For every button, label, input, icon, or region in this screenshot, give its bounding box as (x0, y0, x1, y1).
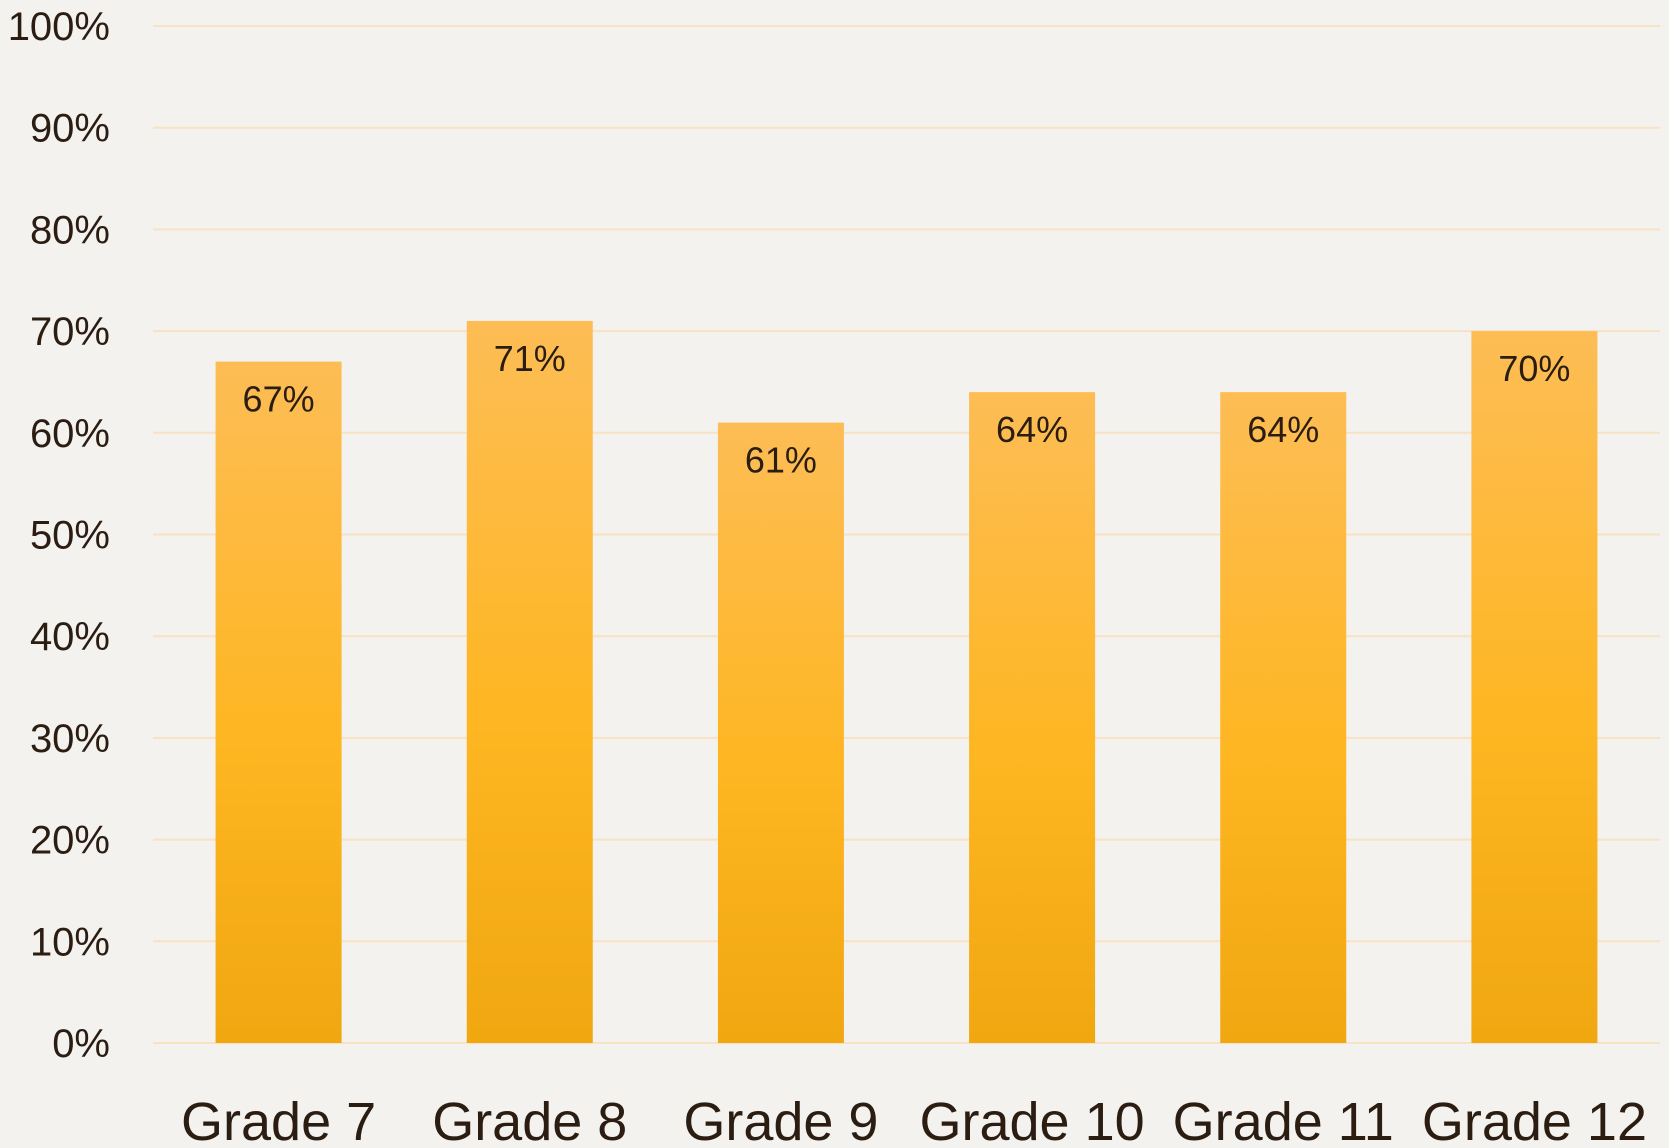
bar (215, 361, 342, 1043)
y-tick-label: 20% (30, 819, 110, 863)
y-tick-label: 100% (8, 5, 110, 49)
x-category-label: Grade 7 (181, 1092, 376, 1148)
bar-data-label: 61% (745, 440, 817, 481)
bar (1220, 392, 1347, 1043)
y-axis-tick-labels: 0% 10% 20% 30% 40% 50% 60% 70% 80% 90% 100% (8, 5, 110, 1066)
bar (969, 392, 1096, 1043)
y-tick-label: 80% (30, 208, 110, 252)
y-tick-label: 30% (30, 717, 110, 761)
x-category-label: Grade 11 (1173, 1092, 1394, 1148)
bars (215, 320, 1598, 1044)
y-tick-label: 50% (30, 514, 110, 558)
bar-data-label: 64% (996, 409, 1068, 450)
y-tick-label: 70% (30, 310, 110, 354)
bar-data-label: 70% (1498, 348, 1570, 389)
gridlines (153, 25, 1660, 1044)
bar (717, 422, 844, 1043)
x-category-label: Grade 9 (683, 1092, 878, 1148)
bar-data-label: 67% (243, 379, 315, 420)
y-tick-label: 90% (30, 107, 110, 151)
y-tick-label: 10% (30, 920, 110, 964)
bar (1471, 331, 1598, 1044)
y-tick-label: 0% (52, 1022, 110, 1066)
bar (466, 320, 593, 1043)
y-tick-label: 60% (30, 412, 110, 456)
x-category-label: Grade 10 (920, 1092, 1145, 1148)
x-category-label: Grade 12 (1422, 1092, 1647, 1148)
bar-data-label: 71% (494, 338, 566, 379)
y-tick-label: 40% (30, 615, 110, 659)
x-axis-category-labels: Grade 7 Grade 8 Grade 9 Grade 10 Grade 11 Gra… (181, 1092, 1647, 1148)
bar-data-label: 64% (1247, 409, 1319, 450)
x-category-label: Grade 8 (432, 1092, 627, 1148)
data-labels: 67% 71% 61% 64% 64% 70% (243, 338, 1571, 481)
